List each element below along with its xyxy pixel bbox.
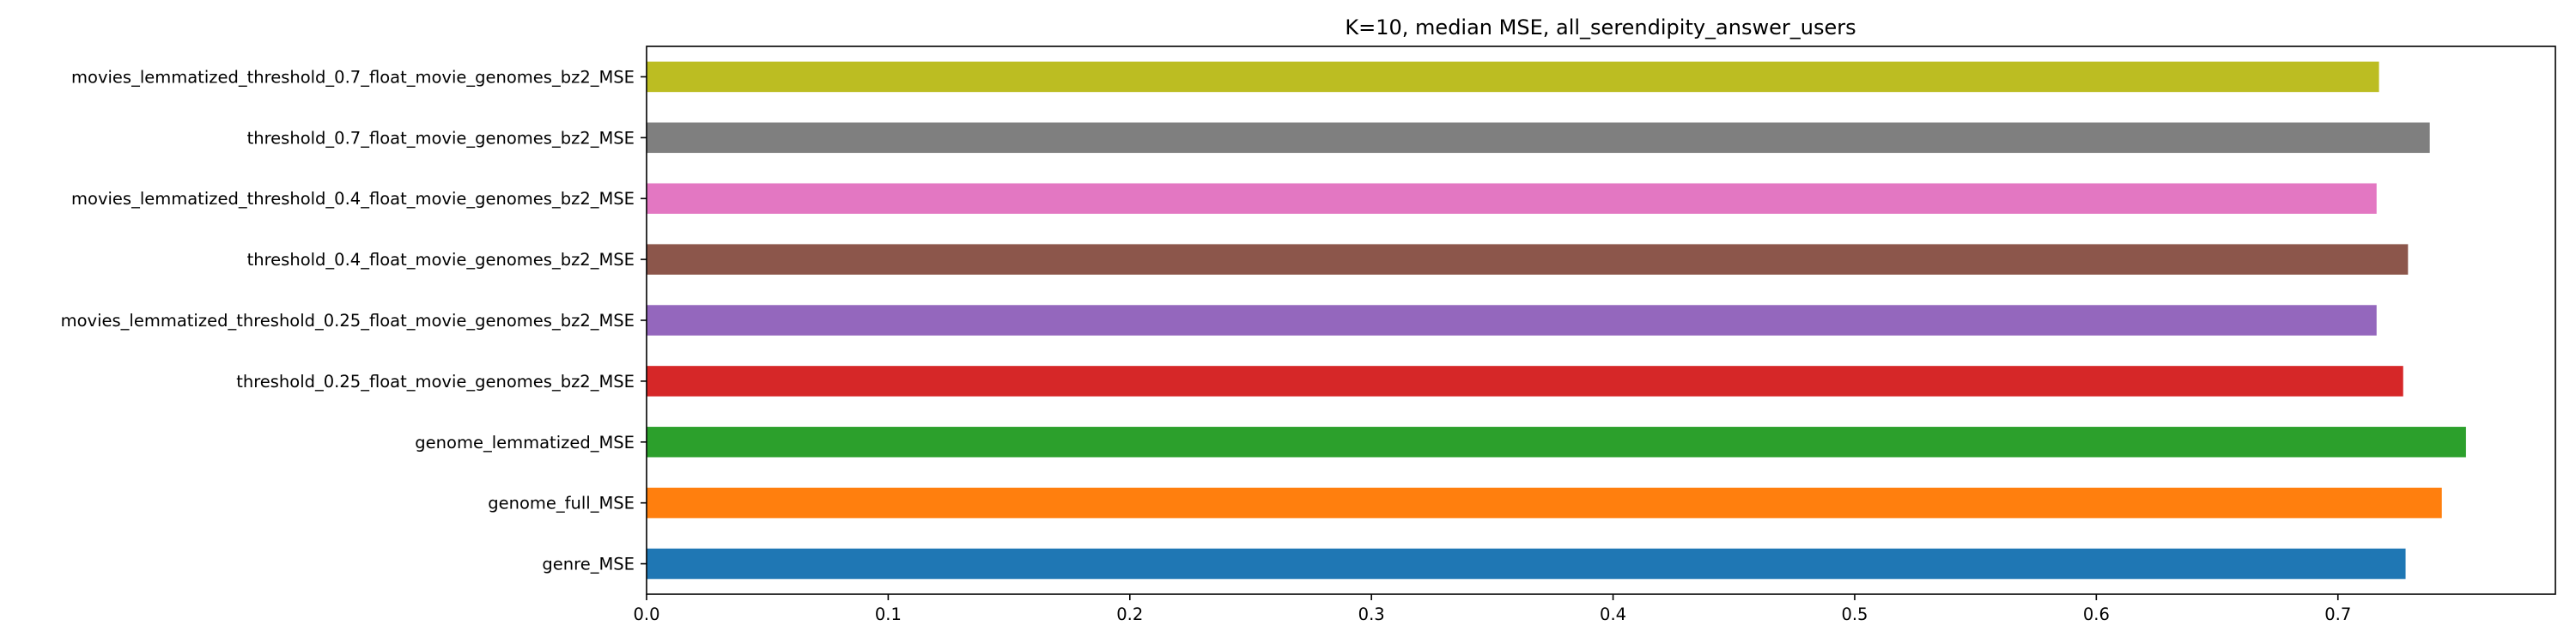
x-tick-label: 0.7 <box>2324 605 2351 624</box>
x-tick-label: 0.1 <box>875 605 902 624</box>
y-tick-label: threshold_0.25_float_movie_genomes_bz2_M… <box>236 372 635 392</box>
y-tick-label: threshold_0.4_float_movie_genomes_bz2_MS… <box>247 250 635 270</box>
x-tick-label: 0.4 <box>1600 605 1626 624</box>
y-tick-label: threshold_0.7_float_movie_genomes_bz2_MS… <box>247 128 635 148</box>
y-tick-label: genre_MSE <box>542 555 635 574</box>
y-tick-label: movies_lemmatized_threshold_0.7_float_mo… <box>71 67 635 87</box>
bar-movies_lemmatized_threshold_0.25_float_movie_genomes_bz2_MSE <box>647 305 2377 336</box>
y-tick-labels: genre_MSE genome_full_MSE genome_lemmatize… <box>61 67 647 574</box>
y-tick-label: genome_lemmatized_MSE <box>415 433 635 453</box>
x-tick-label: 0.6 <box>2083 605 2110 624</box>
bars-layer <box>647 61 2466 580</box>
y-tick-label: genome_full_MSE <box>488 494 635 513</box>
plot-frame <box>646 46 2556 595</box>
bar-movies_lemmatized_threshold_0.4_float_movie_genomes_bz2_MSE <box>647 183 2377 214</box>
chart-title: K=10, median MSE, all_serendipity_answer… <box>1345 15 1856 39</box>
bar-genre_MSE <box>647 548 2406 580</box>
x-tick-label: 0.0 <box>633 605 659 624</box>
bar-genome_lemmatized_MSE <box>647 427 2466 458</box>
bar-threshold_0.7_float_movie_genomes_bz2_MSE <box>647 122 2430 154</box>
y-tick-label: movies_lemmatized_threshold_0.4_float_mo… <box>71 189 635 209</box>
x-axis-ticks: 0.0 0.1 0.2 0.3 0.4 0.5 0.6 0.7 <box>633 594 2351 624</box>
bar-threshold_0.25_float_movie_genomes_bz2_MSE <box>647 366 2403 397</box>
y-tick-label: movies_lemmatized_threshold_0.25_float_m… <box>61 311 635 331</box>
bar-genome_full_MSE <box>647 487 2442 519</box>
bar-movies_lemmatized_threshold_0.7_float_movie_genomes_bz2_MSE <box>647 61 2379 93</box>
x-tick-label: 0.3 <box>1358 605 1385 624</box>
bar-threshold_0.4_float_movie_genomes_bz2_MSE <box>647 244 2409 275</box>
x-tick-label: 0.5 <box>1841 605 1868 624</box>
x-tick-label: 0.2 <box>1116 605 1143 624</box>
